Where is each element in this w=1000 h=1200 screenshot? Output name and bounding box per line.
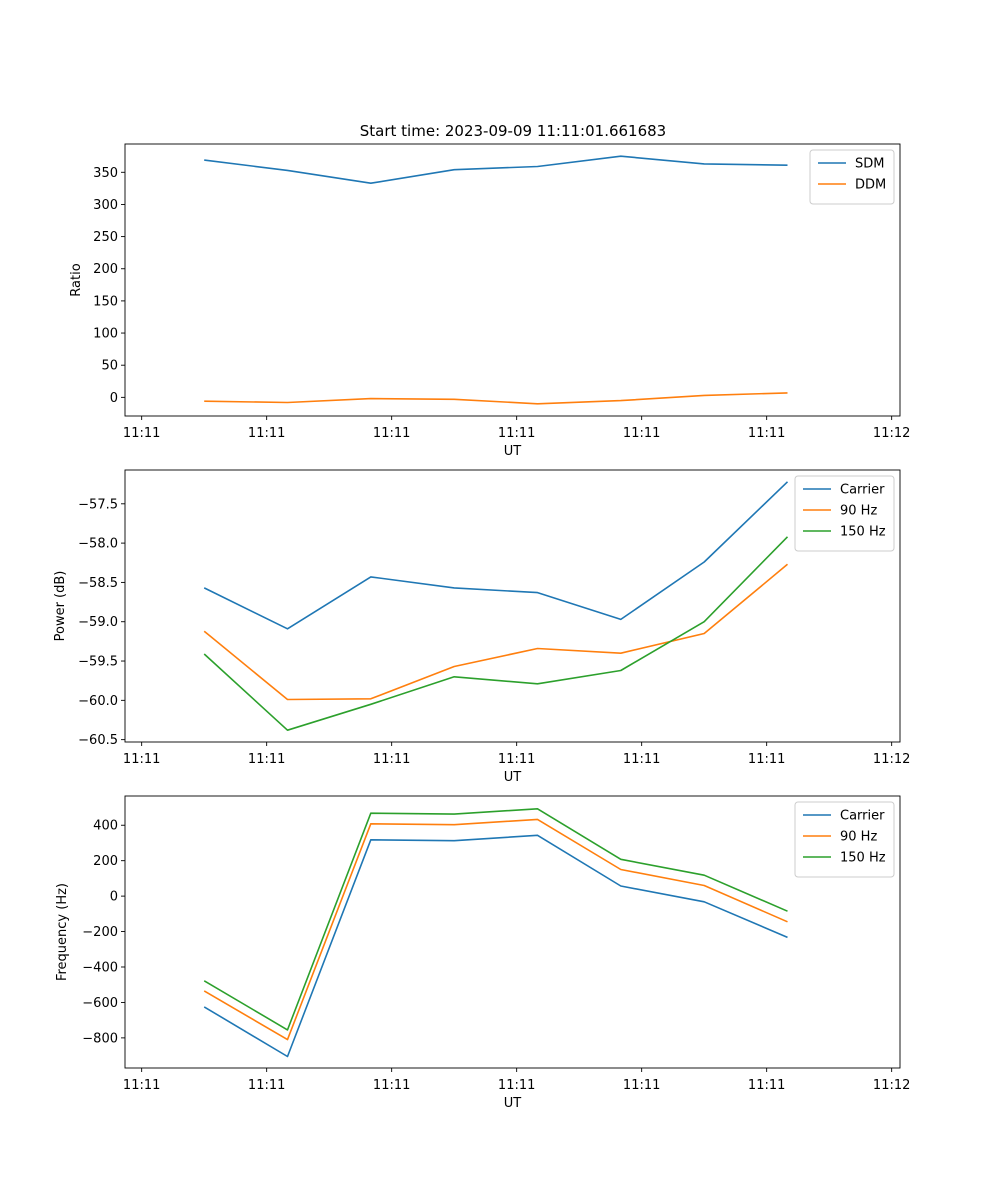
panel-1-x-tick-label: 11:11 <box>123 426 160 441</box>
panel-2-y-tick-label: −58.0 <box>78 537 118 552</box>
panel-1-legend: SDM DDM <box>809 149 895 205</box>
panel-2-series-line <box>203 563 789 701</box>
panel-1-x-tick-label: 11:11 <box>748 426 785 441</box>
panel-3-y-tick-label: −400 <box>82 960 118 975</box>
panel-1-y-tick-label: 100 <box>93 327 118 342</box>
panel-3-x-axis-label: UT <box>504 1096 522 1111</box>
panel-2-y-tick-label: −60.5 <box>78 733 118 748</box>
panel-3: 11:11 11:11 11:11 11:11 11:11 11:11 11:12 −800 −… <box>55 795 910 1111</box>
panel-1-series-line <box>204 392 788 405</box>
panel-2: 11:11 11:11 11:11 11:11 11:11 11:11 11:12 −60.5… <box>53 469 910 785</box>
panel-3-legend-label: Carrier <box>840 809 885 824</box>
panel-2-y-axis-label: Power (dB) <box>53 571 68 642</box>
panel-2-y-tick-label: −58.5 <box>78 576 118 591</box>
panel-2-x-tick-label: 11:11 <box>248 752 285 767</box>
panel-2-legend: Carrier 90 Hz 150 Hz <box>794 475 895 552</box>
panel-2-x-tick-label: 11:11 <box>373 752 410 767</box>
panel-1-x-tick-label: 11:11 <box>248 426 285 441</box>
panel-3-x-tick-label: 11:11 <box>373 1078 410 1093</box>
panel-1-y-axis-label: Ratio <box>69 263 84 296</box>
panel-3-y-tick-label: −200 <box>82 925 118 940</box>
panel-1-legend-label: SDM <box>855 157 884 172</box>
panel-1-legend-label: DDM <box>855 178 886 193</box>
panel-1-y-tick-label: 350 <box>93 166 118 181</box>
panel-2-series-line <box>203 536 789 732</box>
panel-2-y-tick-label: −57.5 <box>78 497 118 512</box>
panels: 11:11 11:11 11:11 11:11 11:11 11:11 11:12 0 50 10… <box>53 143 910 1111</box>
panel-3-legend-label: 90 Hz <box>840 830 877 845</box>
panel-2-y-tick-label: −59.5 <box>78 655 118 670</box>
panel-3-x-tick-label: 11:11 <box>748 1078 785 1093</box>
panel-1-x-tick-label: 11:11 <box>623 426 660 441</box>
panel-3-y-tick-label: 0 <box>110 890 118 905</box>
panel-3-legend: Carrier 90 Hz 150 Hz <box>794 801 895 878</box>
panel-2-x-tick-label: 11:11 <box>498 752 535 767</box>
panel-2-series-line <box>203 481 789 630</box>
panel-1-x-tick-label: 11:12 <box>873 426 910 441</box>
panel-1: 11:11 11:11 11:11 11:11 11:11 11:11 11:12 0 50 10… <box>69 143 910 459</box>
panel-3-y-tick-label: 200 <box>93 854 118 869</box>
panel-2-legend-label: 150 Hz <box>840 525 886 540</box>
panel-3-x-tick-label: 11:11 <box>248 1078 285 1093</box>
figure-title: Start time: 2023-09-09 11:11:01.661683 <box>360 122 666 140</box>
panel-3-y-axis-label: Frequency (Hz) <box>55 883 70 981</box>
panel-1-y-tick-label: 150 <box>93 294 118 309</box>
panel-1-x-tick-label: 11:11 <box>373 426 410 441</box>
panel-3-y-tick-label: −800 <box>82 1031 118 1046</box>
panel-2-y-tick-label: −60.0 <box>78 694 118 709</box>
panel-2-x-axis-label: UT <box>504 770 522 785</box>
panel-3-x-tick-label: 11:12 <box>873 1078 910 1093</box>
panel-3-series-line <box>203 834 788 1058</box>
panel-2-x-tick-label: 11:12 <box>873 752 910 767</box>
panel-3-series-line <box>203 807 788 1031</box>
panel-3-legend-box <box>794 801 895 878</box>
panel-3-x-tick-label: 11:11 <box>623 1078 660 1093</box>
panel-2-legend-label: Carrier <box>840 483 885 498</box>
panel-1-x-axis-label: UT <box>504 444 522 459</box>
panel-2-axes-frame <box>124 469 901 743</box>
panel-2-x-tick-label: 11:11 <box>123 752 160 767</box>
panel-3-x-tick-label: 11:11 <box>498 1078 535 1093</box>
panel-2-x-tick-label: 11:11 <box>623 752 660 767</box>
panel-2-x-tick-label: 11:11 <box>748 752 785 767</box>
panel-1-series-line <box>204 155 788 184</box>
panel-1-y-tick-label: 300 <box>93 198 118 213</box>
panel-1-y-tick-label: 250 <box>93 230 118 245</box>
panel-3-y-tick-label: 400 <box>93 819 118 834</box>
panel-2-y-tick-label: −59.0 <box>78 615 118 630</box>
panel-3-legend-label: 150 Hz <box>840 851 886 866</box>
panel-1-y-tick-label: 0 <box>110 391 118 406</box>
panel-1-axes-frame <box>124 143 901 417</box>
panel-2-legend-label: 90 Hz <box>840 504 877 519</box>
panel-1-y-tick-label: 200 <box>93 262 118 277</box>
panel-3-x-tick-label: 11:11 <box>123 1078 160 1093</box>
panel-1-x-tick-label: 11:11 <box>498 426 535 441</box>
panel-3-series-line <box>203 818 788 1041</box>
panel-1-y-tick-label: 50 <box>101 359 118 374</box>
panel-3-y-tick-label: −600 <box>82 996 118 1011</box>
panel-2-legend-box <box>794 475 895 552</box>
